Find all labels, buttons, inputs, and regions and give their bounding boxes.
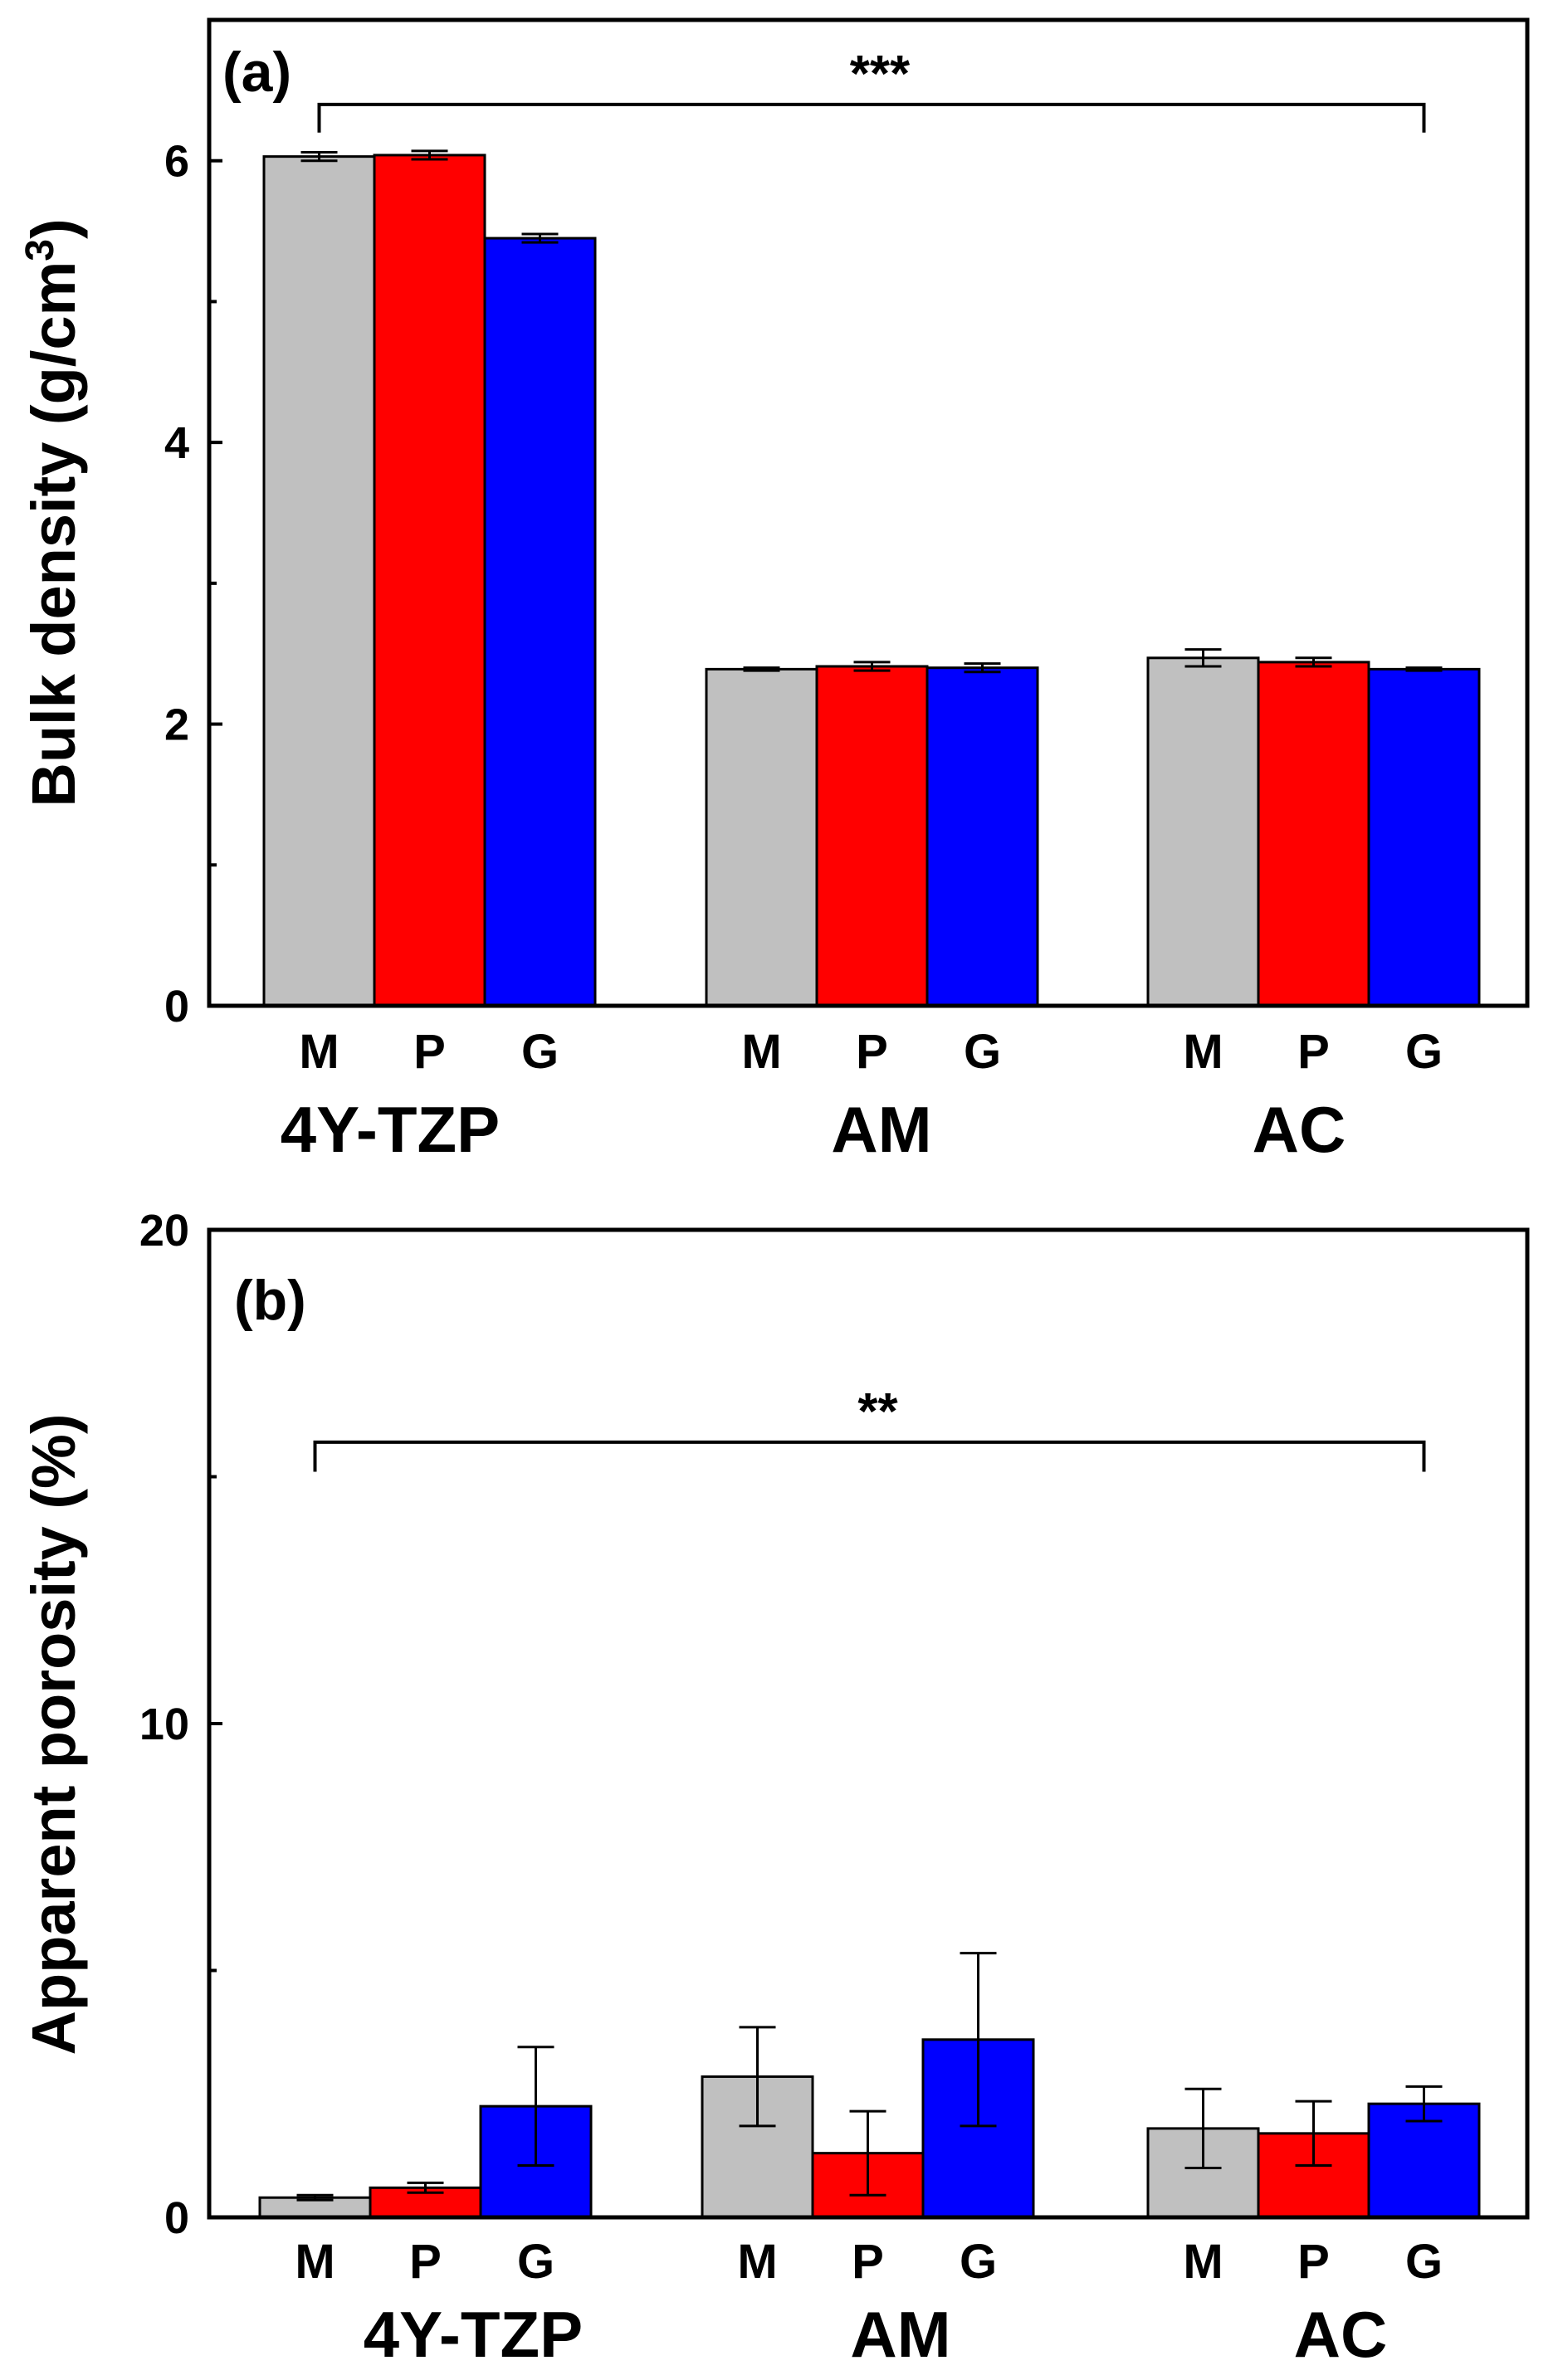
bar-ac-g	[1367, 2102, 1481, 2219]
error-bar-4y-tzp-p	[411, 149, 448, 161]
significance-bracket	[317, 102, 1426, 133]
bar-am-p	[815, 665, 929, 1007]
bar-4y-tzp-p	[373, 154, 486, 1007]
bar-label: M	[299, 1025, 339, 1079]
y-tick-label: 0	[164, 2193, 189, 2243]
error-bar-ac-g	[1405, 666, 1443, 672]
bar-ac-p	[1257, 661, 1370, 1007]
bar-label: P	[852, 2235, 884, 2289]
y-tick-label: 2	[164, 700, 189, 750]
error-bar-am-p	[849, 2109, 886, 2197]
bar-label: G	[517, 2235, 554, 2289]
group-label: AC	[1294, 2298, 1388, 2371]
bar-label: M	[295, 2235, 335, 2289]
bar-label: P	[409, 2235, 442, 2289]
bar-label: M	[1183, 2235, 1223, 2289]
error-bar-ac-m	[1184, 2087, 1222, 2169]
y-axis-label-text: Bulk density (g/cm	[19, 261, 88, 807]
significance-bracket	[313, 1440, 1426, 1472]
y-tick-label: 4	[164, 418, 189, 468]
error-bar-am-m	[743, 666, 780, 672]
bar-ac-m	[1146, 656, 1260, 1007]
error-bar-am-p	[853, 661, 891, 672]
plot-frame	[207, 17, 1530, 1008]
bar-label: M	[1183, 1025, 1223, 1079]
panel-label: (b)	[234, 1269, 306, 1332]
y-tick-label: 20	[139, 1206, 189, 1256]
group-label: AC	[1253, 1093, 1346, 1166]
bar-label: P	[1297, 1025, 1330, 1079]
error-bar-4y-tzp-m	[300, 151, 338, 163]
error-bar-am-m	[739, 2026, 776, 2128]
bar-label: M	[741, 1025, 781, 1079]
y-axis-label-text: Apparent porosity (%)	[19, 1414, 88, 2056]
error-bar-ac-m	[1184, 648, 1222, 668]
significance-label: **	[857, 1383, 898, 1441]
bar-label: P	[413, 1025, 446, 1079]
error-bar-4y-tzp-p	[407, 2181, 444, 2194]
y-tick-label: 10	[139, 1700, 189, 1749]
error-bar-ac-p	[1295, 656, 1332, 668]
error-bar-am-g	[964, 662, 1001, 674]
bar-label: G	[964, 1025, 1001, 1079]
y-axis-label: Bulk density (g/cm3)	[18, 218, 89, 807]
y-axis-label: Apparent porosity (%)	[19, 1414, 88, 2056]
group-label: AM	[831, 1093, 931, 1166]
y-tick-label: 0	[164, 982, 189, 1031]
error-bar-ac-g	[1405, 2085, 1443, 2123]
bar-ac-g	[1367, 667, 1481, 1007]
plot-frame	[207, 1227, 1530, 2220]
group-label: AM	[850, 2298, 950, 2371]
significance-label: ***	[850, 46, 911, 103]
error-bar-4y-tzp-g	[521, 232, 559, 244]
bar-label: M	[737, 2235, 777, 2289]
y-tick-label: 6	[164, 137, 189, 187]
bar-label: G	[1405, 2235, 1443, 2289]
bar-4y-tzp-g	[483, 237, 597, 1007]
y-axis-label-close: )	[19, 218, 88, 239]
bar-label: G	[1405, 1025, 1443, 1079]
panel-a: M P G 4Y-TZP M P G AM M P G AC 0 2 4 6 Bulk density (g/c…	[18, 17, 1530, 1166]
bar-label: G	[960, 2235, 997, 2289]
bar-label: G	[521, 1025, 559, 1079]
bar-label: P	[1297, 2235, 1330, 2289]
y-axis-label-superscript: 3	[18, 239, 62, 261]
panel-label: (a)	[222, 41, 291, 104]
bar-4y-tzp-m	[262, 155, 376, 1007]
error-bar-4y-tzp-g	[517, 2046, 554, 2168]
error-bar-am-g	[960, 1952, 997, 2128]
error-bar-4y-tzp-m	[296, 2193, 334, 2202]
bar-am-g	[926, 666, 1039, 1007]
group-label: 4Y-TZP	[364, 2298, 583, 2371]
group-label: 4Y-TZP	[281, 1093, 500, 1166]
error-bar-ac-p	[1295, 2100, 1332, 2168]
bar-label: P	[856, 1025, 888, 1079]
bar-am-m	[705, 667, 818, 1007]
